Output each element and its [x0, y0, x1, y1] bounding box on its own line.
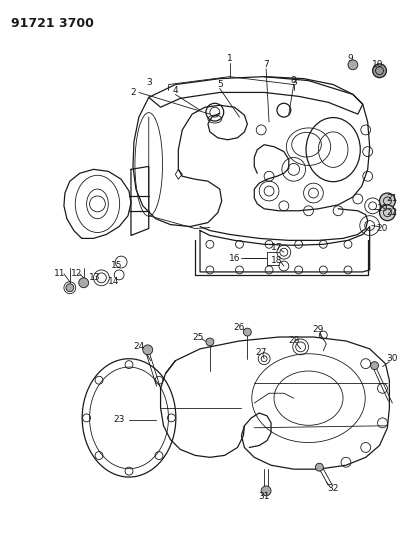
Text: 27: 27 [255, 348, 267, 357]
Circle shape [348, 60, 358, 70]
Circle shape [244, 328, 251, 336]
Text: 24: 24 [133, 342, 145, 351]
Text: 10: 10 [372, 60, 383, 69]
Circle shape [372, 64, 387, 78]
Text: 21: 21 [387, 195, 398, 204]
Text: 7: 7 [263, 60, 269, 69]
Text: 13: 13 [89, 273, 100, 282]
Text: 16: 16 [229, 254, 240, 263]
Text: 3: 3 [291, 78, 297, 87]
Text: 19: 19 [377, 204, 388, 213]
Circle shape [316, 463, 323, 471]
Text: 17: 17 [271, 243, 283, 252]
Text: 5: 5 [217, 80, 223, 89]
Text: 8: 8 [291, 76, 297, 85]
Text: 14: 14 [107, 277, 119, 286]
Text: 9: 9 [347, 54, 353, 63]
Text: 26: 26 [234, 322, 245, 332]
Text: 28: 28 [288, 336, 299, 345]
Circle shape [261, 486, 271, 496]
Text: 31: 31 [259, 492, 270, 502]
Text: 29: 29 [313, 325, 324, 334]
Text: 4: 4 [173, 86, 178, 95]
Circle shape [66, 284, 74, 292]
Text: 32: 32 [328, 484, 339, 494]
Text: 12: 12 [71, 269, 82, 278]
Circle shape [206, 338, 214, 346]
Text: 18: 18 [271, 256, 283, 264]
Text: 25: 25 [192, 333, 204, 342]
Circle shape [370, 362, 379, 369]
Circle shape [143, 345, 153, 355]
Text: 23: 23 [114, 415, 125, 424]
Circle shape [379, 193, 395, 209]
Text: 15: 15 [112, 261, 123, 270]
Text: 22: 22 [387, 208, 398, 217]
Text: 1: 1 [227, 54, 232, 63]
Text: 3: 3 [146, 78, 152, 87]
Circle shape [379, 205, 395, 221]
Text: 11: 11 [54, 269, 66, 278]
Text: 2: 2 [130, 88, 136, 97]
Text: 30: 30 [387, 354, 398, 363]
Circle shape [79, 278, 88, 288]
Text: 20: 20 [377, 224, 388, 233]
Text: 91721 3700: 91721 3700 [11, 18, 94, 30]
